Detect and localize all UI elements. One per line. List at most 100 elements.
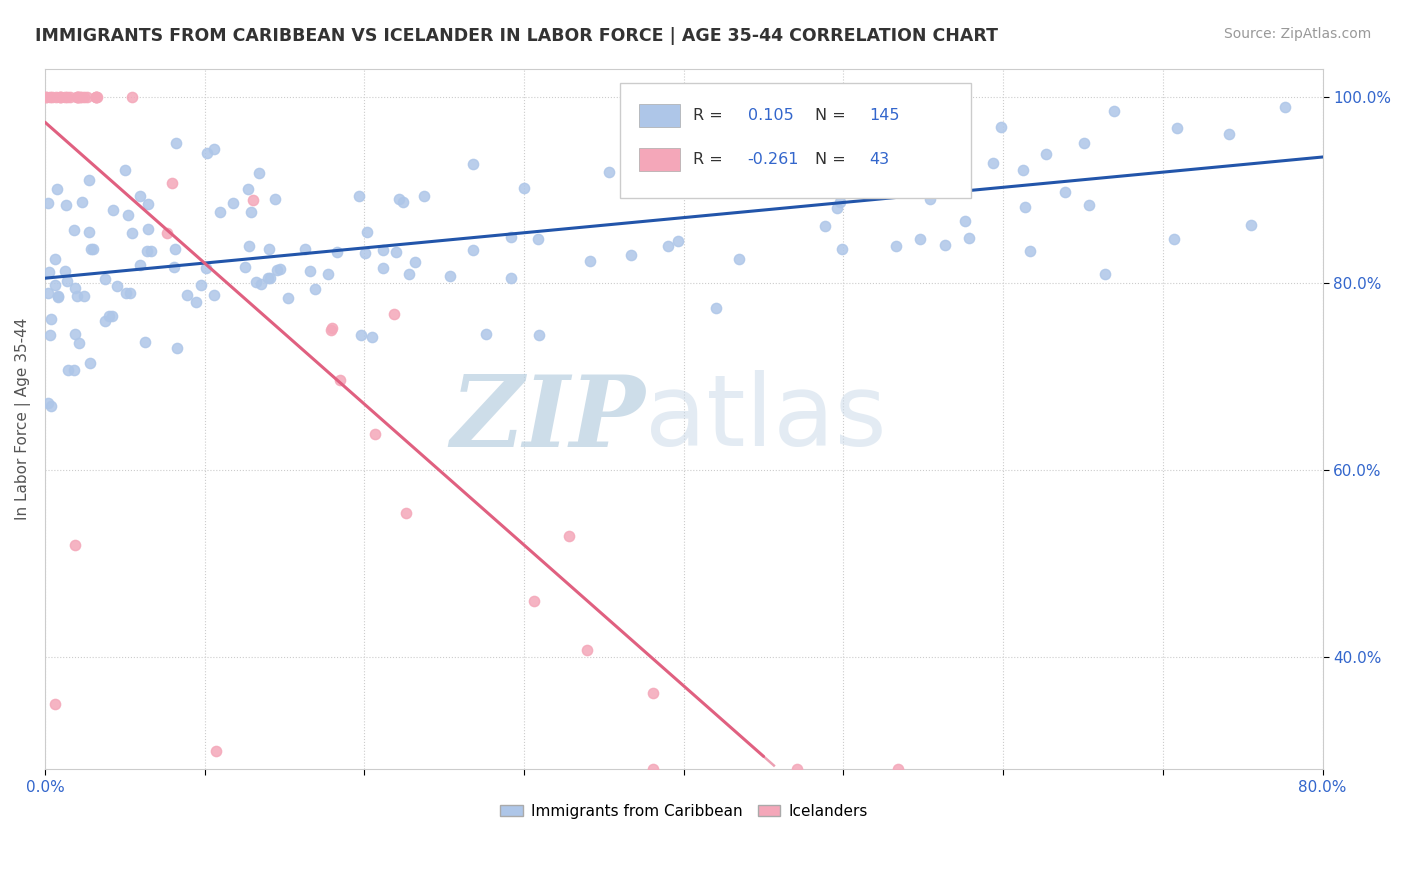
Point (35, 89, 58, 103)
Point (65, 281, 87, 295)
Point (115, 285, 138, 300)
Point (66, 89, 89, 103)
Point (748, 134, 770, 148)
Point (58, 362, 80, 376)
Text: -0.261: -0.261 (748, 153, 799, 167)
Point (761, 161, 783, 176)
Point (77, 173, 100, 187)
Point (1166, 120, 1188, 135)
Point (576, 642, 599, 657)
Point (404, 255, 426, 269)
Point (786, 762, 808, 776)
Point (1240, 218, 1263, 232)
Point (66, 289, 89, 303)
Point (499, 229, 522, 244)
Bar (638, 104, 681, 127)
Point (238, 239, 260, 253)
Point (934, 237, 956, 252)
Point (205, 743, 228, 757)
Point (46, 289, 69, 303)
Bar (638, 148, 681, 171)
Point (598, 165, 620, 179)
Point (195, 146, 218, 161)
Point (121, 226, 143, 240)
Point (523, 594, 546, 608)
Point (1014, 200, 1036, 214)
Point (156, 226, 179, 240)
Point (184, 295, 207, 310)
Point (56, 89, 79, 103)
Point (527, 328, 550, 343)
Point (84, 89, 107, 103)
Point (825, 202, 848, 216)
Point (1019, 244, 1042, 259)
Point (620, 248, 643, 262)
Point (349, 328, 371, 343)
Point (957, 231, 980, 245)
Point (304, 282, 326, 296)
Point (1011, 162, 1033, 177)
Point (37, 396, 59, 410)
Point (474, 326, 496, 341)
Point (579, 254, 602, 268)
Point (316, 267, 339, 281)
Text: atlas: atlas (645, 370, 887, 467)
Text: Source: ZipAtlas.com: Source: ZipAtlas.com (1223, 27, 1371, 41)
Point (388, 192, 411, 206)
Point (194, 260, 217, 275)
Text: 145: 145 (869, 108, 900, 123)
Point (66, 89, 89, 103)
Point (114, 163, 136, 178)
Point (79, 356, 101, 370)
Point (887, 762, 910, 776)
Point (391, 194, 413, 209)
Point (239, 205, 262, 219)
Point (1073, 136, 1095, 150)
Point (120, 286, 142, 301)
Point (831, 242, 853, 256)
Point (245, 275, 267, 289)
Point (66, 89, 89, 103)
Point (49, 89, 72, 103)
Point (53, 264, 76, 278)
Point (163, 260, 186, 275)
Point (527, 232, 550, 246)
Point (319, 323, 342, 337)
Point (53, 89, 76, 103)
Text: R =: R = (693, 108, 727, 123)
Point (59, 89, 82, 103)
Point (371, 243, 394, 257)
Point (55, 198, 77, 212)
Point (84, 89, 107, 103)
Point (236, 182, 259, 196)
Point (360, 330, 382, 344)
Text: R =: R = (693, 153, 727, 167)
Point (981, 156, 1004, 170)
Point (134, 334, 156, 349)
Point (209, 205, 232, 219)
Point (269, 261, 291, 276)
Point (39, 328, 62, 343)
Point (190, 278, 212, 293)
Point (1163, 231, 1185, 245)
Point (235, 260, 257, 275)
Point (257, 243, 280, 257)
Point (44, 277, 66, 292)
Point (880, 127, 903, 141)
Point (73, 89, 96, 103)
Point (385, 245, 408, 260)
Point (918, 185, 941, 199)
Point (44, 252, 66, 267)
Point (326, 244, 349, 259)
Point (277, 292, 299, 306)
Point (135, 244, 157, 259)
Point (264, 192, 287, 206)
Point (513, 180, 536, 194)
Point (176, 288, 198, 302)
Point (501, 270, 523, 285)
Y-axis label: In Labor Force | Age 35-44: In Labor Force | Age 35-44 (15, 318, 31, 520)
Point (751, 133, 773, 147)
Point (221, 196, 243, 211)
Point (105, 278, 128, 293)
Point (70, 194, 93, 209)
